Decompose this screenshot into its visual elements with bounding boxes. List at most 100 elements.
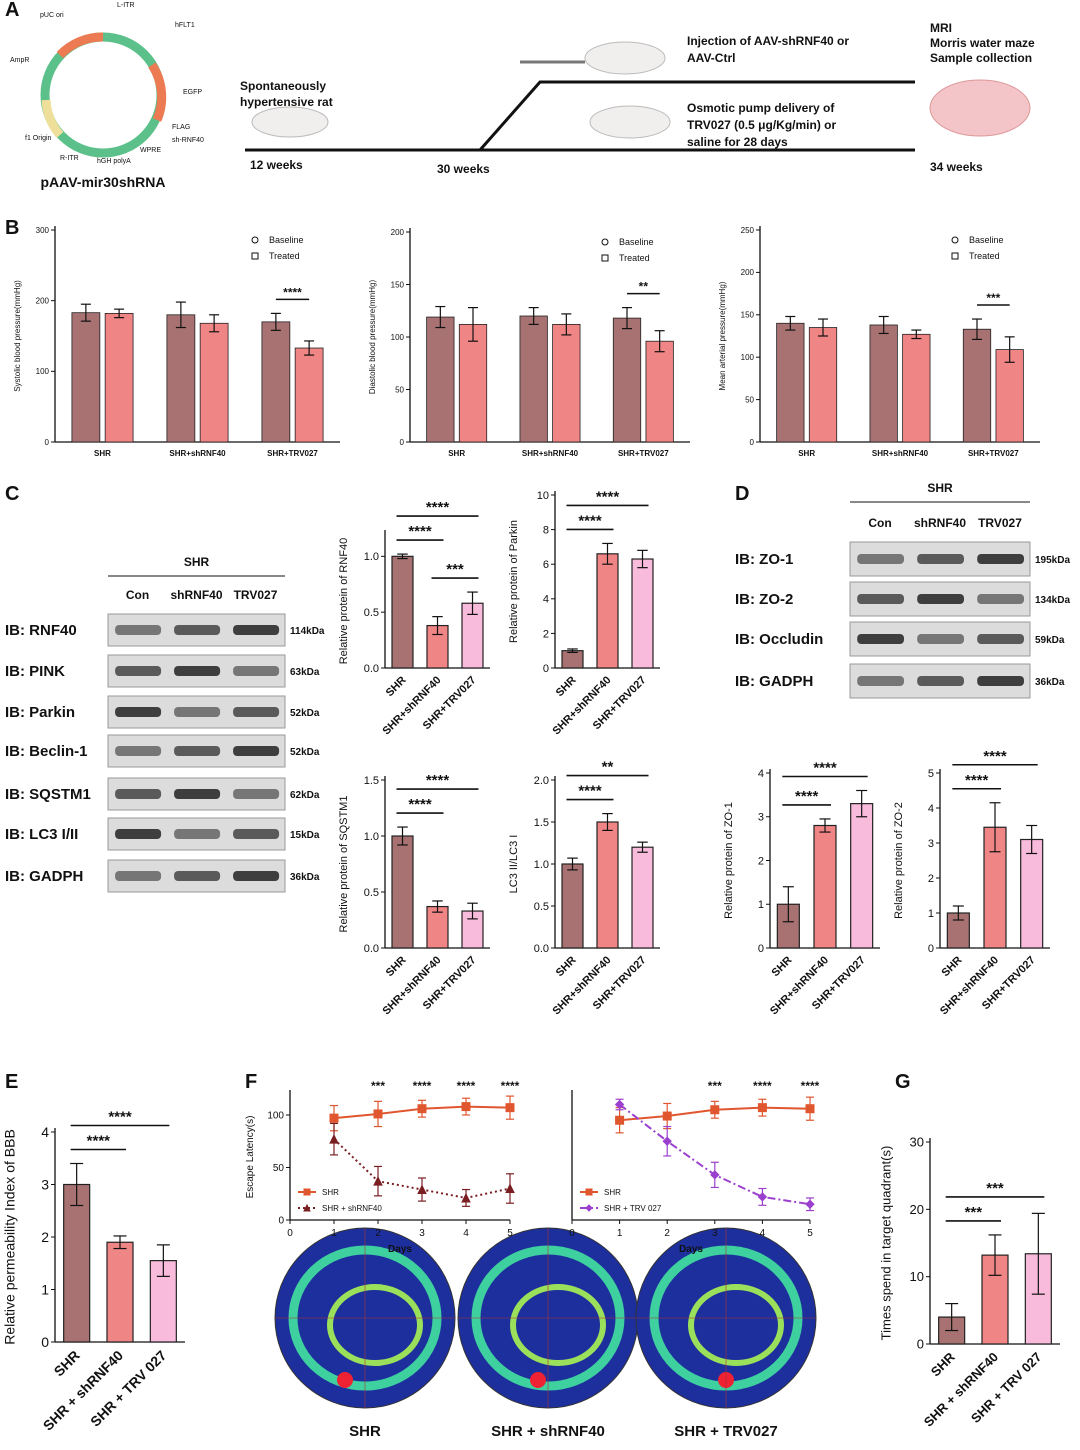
blot-size: 62kDa: [290, 790, 320, 801]
y-tick-label: 10: [537, 490, 549, 502]
y-axis-label: Relative protein of ZO-2: [893, 802, 905, 919]
significance-label: ****: [108, 1109, 132, 1126]
y-tick-label: 1: [41, 1281, 49, 1297]
blot-band: [917, 634, 964, 644]
bar: [612, 317, 642, 443]
blot-band: [857, 634, 904, 644]
legend-label: Treated: [969, 251, 1000, 261]
x-tick-label: SHR + shRNF40: [40, 1347, 127, 1434]
y-tick-label: 0: [928, 943, 934, 955]
point: [757, 1103, 767, 1113]
point: [710, 1105, 720, 1115]
x-tick-label: 1: [617, 1228, 623, 1239]
y-axis-label: Times spend in target quadrant(s): [878, 1146, 893, 1341]
blot-band: [174, 829, 221, 839]
panel-letter: B: [5, 217, 19, 239]
week-label: 34 weeks: [930, 160, 983, 174]
blot-size: 36kDa: [290, 872, 320, 883]
y-tick-label: 3: [41, 1176, 49, 1192]
bar: [995, 349, 1024, 443]
bar: [813, 824, 837, 949]
point: [662, 1111, 672, 1121]
x-tick-label: 2: [375, 1228, 381, 1239]
blot-band: [857, 594, 904, 604]
y-tick-label: 50: [395, 385, 404, 394]
bar: [596, 821, 619, 949]
bar: [962, 328, 992, 443]
plasmid-label: f1 Origin: [25, 135, 52, 142]
legend-label: SHR: [322, 1188, 339, 1197]
significance-label: ****: [408, 796, 432, 813]
blot-size: 195kDa: [1035, 555, 1070, 566]
y-tick-label: 0: [45, 438, 50, 447]
y-axis-label: Relative protein of Parkin: [508, 520, 520, 643]
x-tick-label: SHR: [554, 674, 579, 699]
point: [614, 1099, 625, 1110]
point: [805, 1104, 815, 1114]
y-tick-label: 100: [267, 1111, 284, 1122]
y-tick-label: 1.0: [364, 551, 379, 563]
blot-label: IB: Occludin: [735, 631, 823, 648]
point: [585, 1188, 593, 1196]
point: [461, 1102, 471, 1112]
y-tick-label: 0: [917, 1337, 924, 1352]
y-tick-label: 4: [543, 594, 549, 606]
significance-label: ****: [283, 285, 302, 299]
bar: [261, 321, 291, 443]
blot-band: [233, 707, 280, 717]
plasmid-label: hGH polyA: [97, 158, 131, 165]
plasmid-label: EGFP: [183, 89, 202, 96]
blot-label: IB: RNF40: [5, 622, 77, 639]
legend-marker: [251, 236, 259, 244]
bar: [104, 312, 134, 443]
y-axis-label: Systolic blood pressure(mmHg): [13, 280, 22, 392]
point: [329, 1113, 339, 1123]
blot-label: IB: ZO-2: [735, 591, 793, 608]
bar: [776, 322, 805, 443]
x-tick-label: SHR+shRNF40: [169, 449, 226, 458]
blot-label: IB: SQSTM1: [5, 786, 91, 803]
timeline-text: TRV027 (0.5 μg/Kg/min) or: [687, 118, 836, 132]
significance-label: ****: [983, 748, 1007, 765]
legend-marker: [601, 238, 609, 246]
timeline-text: saline for 28 days: [687, 135, 788, 149]
x-tick-label: SHR: [384, 954, 409, 979]
x-axis-label: Days: [388, 1244, 412, 1255]
blot-size: 15kDa: [290, 830, 320, 841]
y-tick-label: 1.0: [534, 859, 549, 871]
blot-label: IB: LC3 I/II: [5, 826, 78, 843]
blot-band: [917, 594, 964, 604]
significance-label: ****: [753, 1079, 772, 1093]
y-tick-label: 4: [758, 768, 764, 780]
blot-size: 52kDa: [290, 747, 320, 758]
x-tick-label: 2: [664, 1228, 670, 1239]
significance-label: ****: [457, 1079, 476, 1093]
blot-band: [233, 625, 280, 635]
bar: [869, 324, 898, 443]
point: [417, 1104, 427, 1114]
y-tick-label: 0.0: [534, 943, 549, 955]
point: [303, 1203, 311, 1212]
legend-label: SHR: [604, 1188, 621, 1197]
blot-band: [174, 625, 221, 635]
blot-group: SHR: [927, 481, 953, 495]
y-tick-label: 2: [928, 873, 934, 885]
x-tick-label: SHR: [554, 954, 579, 979]
blot-group: SHR: [184, 555, 210, 569]
blot-band: [977, 594, 1024, 604]
y-tick-label: 0: [750, 438, 755, 447]
lane-label: shRNF40: [914, 516, 966, 530]
blot-band: [857, 676, 904, 686]
significance-label: **: [639, 280, 649, 294]
blot-band: [233, 829, 280, 839]
legend-marker: [601, 254, 609, 262]
point: [585, 1204, 593, 1212]
blot-band: [115, 746, 162, 756]
timeline-text: Injection of AAV-shRNF40 or: [687, 34, 849, 48]
y-tick-label: 100: [741, 353, 755, 362]
point: [373, 1109, 383, 1119]
y-tick-label: 0.5: [364, 887, 379, 899]
y-tick-label: 0: [758, 943, 764, 955]
point: [417, 1184, 427, 1195]
plasmid-label: WPRE: [140, 147, 161, 154]
